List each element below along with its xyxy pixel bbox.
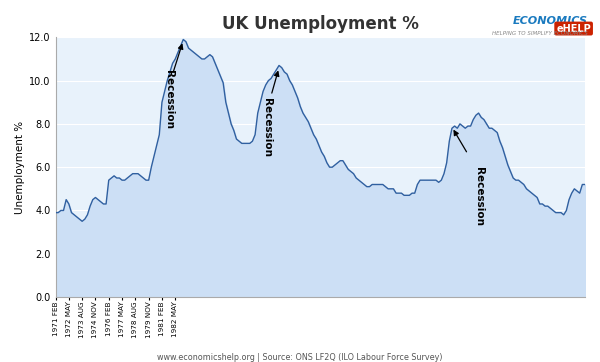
Y-axis label: Unemployment %: Unemployment %	[15, 121, 25, 214]
Text: www.economicshelp.org | Source: ONS LF2Q (ILO Labour Force Survey): www.economicshelp.org | Source: ONS LF2Q…	[157, 353, 443, 362]
Text: Recession: Recession	[164, 70, 173, 129]
Text: ECONOMICS: ECONOMICS	[513, 16, 588, 26]
Title: UK Unemployment %: UK Unemployment %	[222, 15, 419, 33]
Text: HELPING TO SIMPLIFY ECONOMICS: HELPING TO SIMPLIFY ECONOMICS	[492, 31, 588, 36]
Text: Recession: Recession	[262, 98, 272, 157]
Text: Recession: Recession	[473, 167, 484, 226]
Text: eHELP: eHELP	[556, 24, 591, 34]
